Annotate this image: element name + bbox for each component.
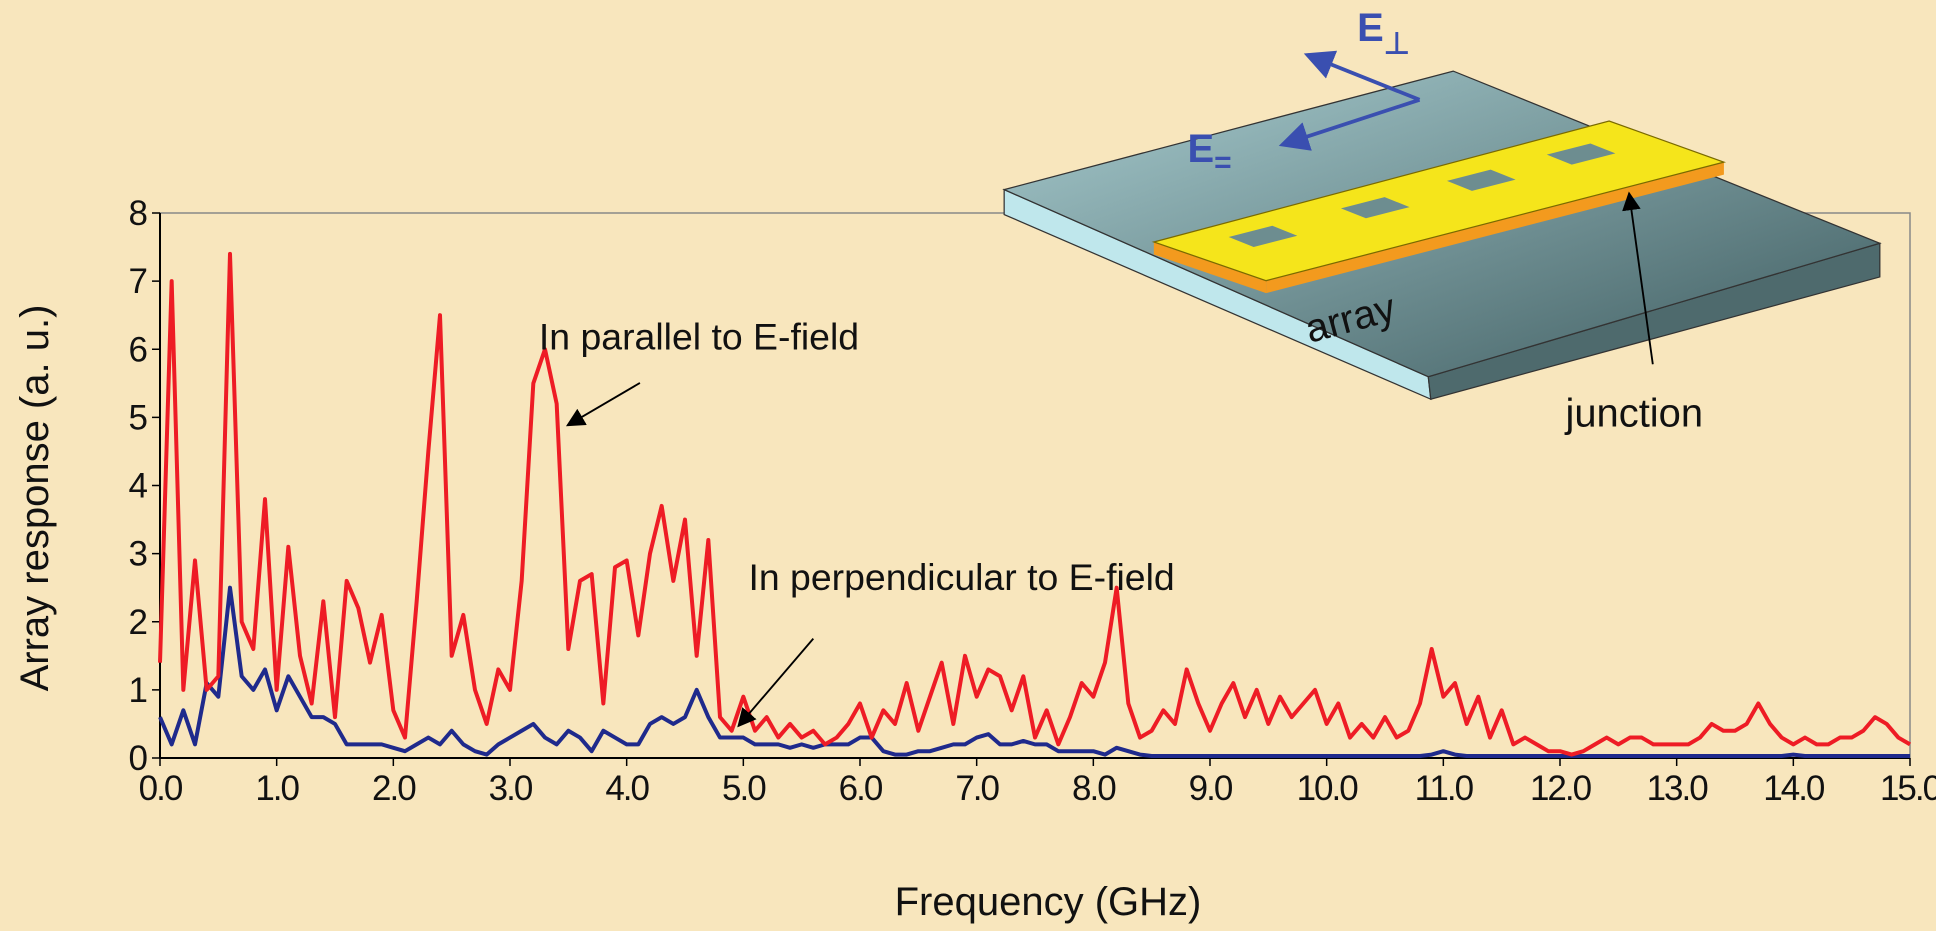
y-tick-label: 3 bbox=[129, 535, 148, 574]
x-axis-title: Frequency (GHz) bbox=[895, 880, 1202, 924]
y-tick-label: 1 bbox=[129, 671, 148, 710]
series-line bbox=[158, 585, 1910, 758]
series-line bbox=[158, 251, 1912, 757]
y-tick-label: 4 bbox=[129, 467, 148, 506]
array-hole bbox=[1546, 143, 1616, 165]
perpendicular-label: In perpendicular to E-field bbox=[748, 556, 1174, 598]
e-perp-arrow bbox=[1303, 50, 1421, 102]
x-tick-label: 8.0 bbox=[1072, 769, 1116, 808]
y-tick-label: 0 bbox=[129, 739, 148, 778]
x-tick-label: 9.0 bbox=[1189, 769, 1233, 808]
y-tick-label: 2 bbox=[129, 603, 148, 642]
parallel-label: In parallel to E-field bbox=[539, 315, 859, 357]
inset-diagram: E⊥ E= array junction In parallel to E-fi… bbox=[539, 6, 1882, 728]
x-tick-label: 1.0 bbox=[255, 769, 299, 808]
x-tick-label: 11.0 bbox=[1415, 769, 1474, 808]
x-tick-label: 0.0 bbox=[139, 769, 183, 808]
junction-label: junction bbox=[1564, 392, 1703, 436]
e-par-subscript: = bbox=[1214, 146, 1231, 179]
x-tick-label: 2.0 bbox=[372, 769, 416, 808]
y-tick-label: 6 bbox=[129, 330, 148, 369]
x-tick-label: 3.0 bbox=[489, 769, 533, 808]
e-perp-label: E⊥ bbox=[1357, 6, 1410, 60]
x-tick-label: 10.0 bbox=[1297, 769, 1359, 808]
array-hole bbox=[1340, 197, 1410, 219]
y-tick-label: 8 bbox=[129, 194, 148, 233]
x-tick-label: 12.0 bbox=[1530, 769, 1592, 808]
x-tick-label: 6.0 bbox=[839, 769, 883, 808]
x-tick-label: 14.0 bbox=[1763, 769, 1825, 808]
plot: 0 1 2 3 4 5 6 7 8 0.0 1.0 2.0 3.0 4.0 5.0 6.0 7.0 8.0 9.0 1… bbox=[129, 194, 1936, 808]
x-tick-label: 5.0 bbox=[722, 769, 766, 808]
x-tick-label: 13.0 bbox=[1647, 769, 1709, 808]
perpendicular-arrow bbox=[737, 638, 815, 728]
e-par-label: E= bbox=[1188, 127, 1232, 179]
y-axis-title: Array response (a. u.) bbox=[13, 305, 57, 692]
parallel-arrow bbox=[565, 382, 641, 427]
array-edge bbox=[1266, 162, 1724, 294]
array-hole bbox=[1446, 169, 1516, 191]
e-perp-letter: E bbox=[1357, 6, 1384, 50]
array-edge bbox=[1153, 241, 1267, 294]
x-tick-label: 4.0 bbox=[605, 769, 649, 808]
y-tick-label: 7 bbox=[129, 262, 148, 301]
y-tick-label: 5 bbox=[129, 398, 148, 437]
junction-arrow bbox=[1622, 191, 1654, 365]
e-perp-subscript: ⊥ bbox=[1384, 28, 1410, 61]
e-par-letter: E bbox=[1188, 127, 1215, 171]
x-tick-label: 15.0 bbox=[1880, 769, 1936, 808]
x-tick-label: 7.0 bbox=[955, 769, 999, 808]
array-hole bbox=[1228, 225, 1298, 247]
e-par-arrow bbox=[1278, 98, 1421, 151]
